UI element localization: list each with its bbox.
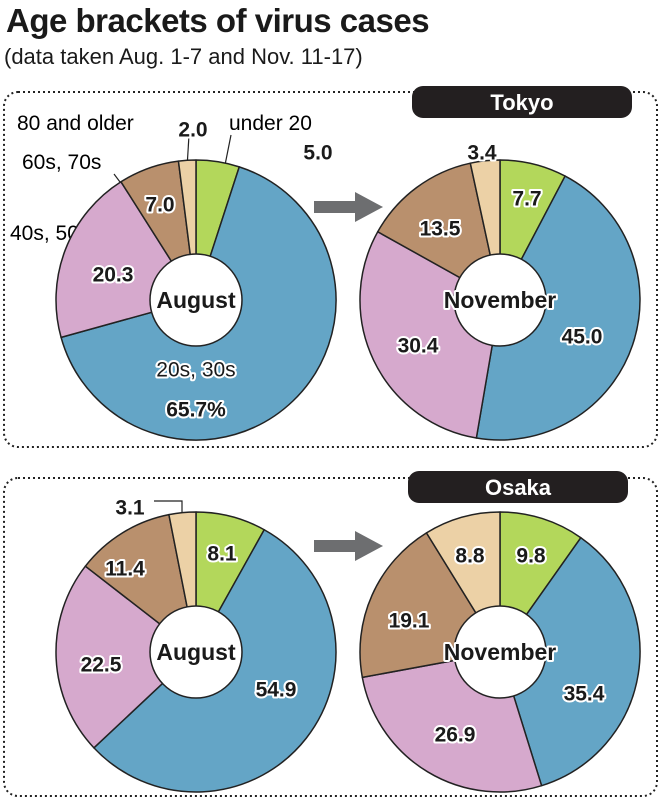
chart-title: Age brackets of virus cases	[6, 2, 430, 39]
tokyo-nov-value-40s-50s: 30.4	[398, 335, 439, 358]
tokyo-aug-center-hole	[149, 253, 243, 347]
tokyo-nov-value-80-older: 3.4	[467, 142, 497, 165]
tokyo-aug-label-under-20: under 20	[229, 112, 312, 135]
osaka-aug-leader-80-older	[154, 500, 183, 514]
osaka-aug-center-label: August	[156, 639, 236, 665]
tokyo-nov-value-20s-30s: 45.0	[562, 326, 603, 349]
tokyo-nov-slice-20s-30s	[475, 175, 641, 441]
tokyo-aug-value-40s-50s: 20.3	[93, 264, 134, 287]
tokyo-aug-label-60s-70s: 60s, 70s	[22, 151, 101, 174]
tokyo-panel-frame	[3, 91, 658, 448]
osaka-aug-center-hole	[149, 605, 243, 699]
osaka-aug-slice-40s-50s	[55, 565, 197, 749]
tokyo-aug-label-80-older: 80 and older	[17, 112, 134, 135]
osaka-nov-value-under-20: 9.8	[516, 545, 546, 568]
tokyo-nov-center-label: November	[444, 287, 557, 313]
tokyo-aug-value-20s-30s: 65.7%	[166, 399, 226, 422]
osaka-arrow	[314, 531, 383, 561]
osaka-nov-value-80-older: 8.8	[455, 545, 485, 568]
osaka-badge-label: Osaka	[485, 475, 552, 500]
tokyo-badge-label: Tokyo	[490, 90, 553, 115]
osaka-nov-center-label: November	[444, 639, 557, 665]
tokyo-nov-value-60s-70s: 13.5	[420, 218, 461, 241]
tokyo-aug-value-60s-70s: 7.0	[145, 194, 174, 217]
tokyo-aug-value-under-20: 5.0	[303, 142, 332, 165]
tokyo-nov-center-hole	[453, 253, 547, 347]
osaka-aug-value-under-20: 8.1	[207, 543, 237, 566]
tokyo-aug-center-label: August	[156, 287, 236, 313]
osaka-nov-slice-20s-30s	[499, 536, 641, 787]
osaka-nov-value-20s-30s: 35.4	[564, 683, 605, 706]
tokyo-badge	[412, 86, 632, 118]
osaka-nov-value-40s-50s: 26.9	[435, 724, 476, 747]
osaka-aug-value-60s-70s: 11.4	[105, 558, 145, 581]
tokyo-aug-value-80-older: 2.0	[178, 119, 207, 142]
osaka-nov-center-hole	[453, 605, 547, 699]
osaka-aug-value-80-older: 3.1	[115, 497, 145, 520]
tokyo-arrow	[314, 192, 383, 222]
osaka-badge	[408, 471, 628, 503]
osaka-nov-value-60s-70s: 19.1	[389, 610, 430, 633]
chart-subtitle: (data taken Aug. 1-7 and Nov. 11-17)	[4, 44, 363, 69]
osaka-aug-value-20s-30s: 54.9	[256, 679, 297, 702]
osaka-panel-frame	[3, 477, 658, 797]
osaka-aug-value-40s-50s: 22.5	[81, 654, 122, 677]
tokyo-aug-category-label-20s-30s: 20s, 30s	[156, 359, 235, 382]
tokyo-nov-value-under-20: 7.7	[512, 188, 541, 211]
